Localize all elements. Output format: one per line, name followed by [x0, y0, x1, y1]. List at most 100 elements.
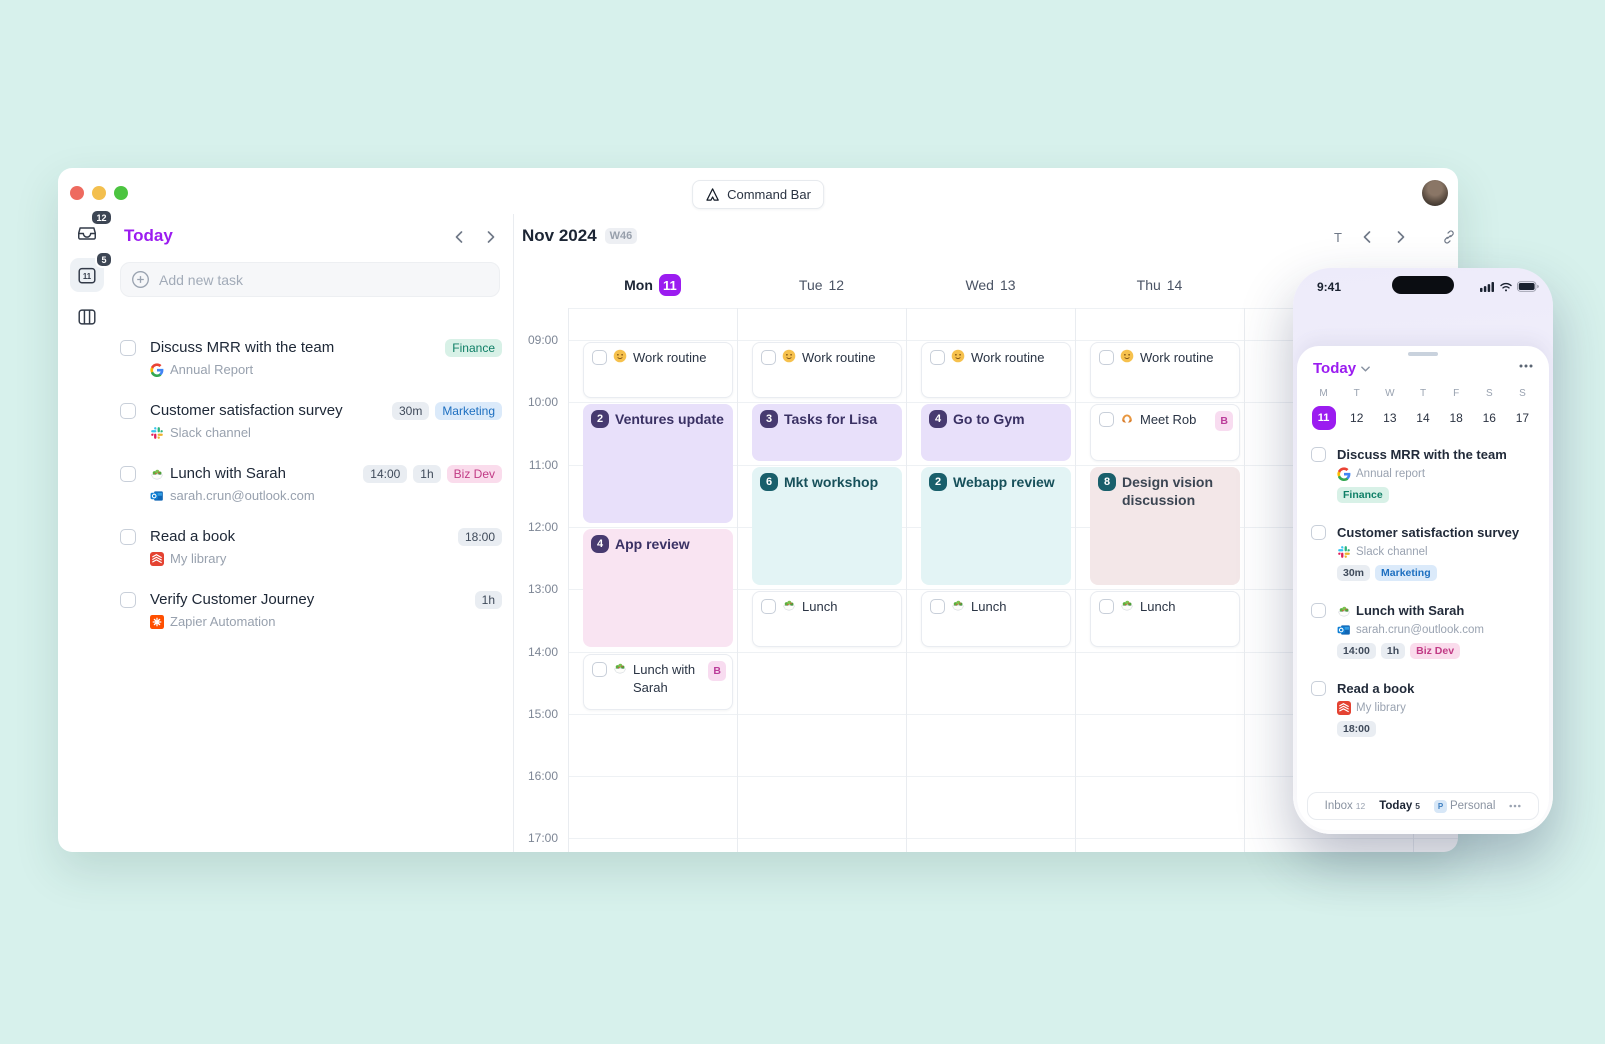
task-checkbox[interactable] — [1311, 525, 1326, 540]
event-checkbox[interactable] — [761, 350, 776, 365]
sidebar-item-inbox[interactable]: 12 — [70, 211, 111, 250]
task-row[interactable]: Verify Customer Journey 1h Zapier Automati… — [120, 590, 502, 653]
event-go-to-gym[interactable]: 4 Go to Gym — [921, 404, 1071, 461]
event-ventures-update[interactable]: 2 Ventures update — [583, 404, 733, 523]
event-title: Lunch — [1140, 599, 1176, 615]
task-checkbox[interactable] — [120, 592, 136, 608]
event-work-routine[interactable]: Work routine — [921, 342, 1071, 399]
event-tasks-for-lisa[interactable]: 3 Tasks for Lisa — [752, 404, 902, 461]
task-checkbox[interactable] — [120, 403, 136, 419]
event-title: Lunch with Sarah — [633, 661, 696, 695]
event-meet-rob[interactable]: Meet Rob B — [1090, 404, 1240, 461]
minimize-window-button[interactable] — [92, 186, 106, 200]
event-work-routine[interactable]: Work routine — [752, 342, 902, 399]
event-lunch[interactable]: Lunch — [752, 591, 902, 648]
event-lunch[interactable]: Lunch — [1090, 591, 1240, 648]
event-checkbox[interactable] — [761, 599, 776, 615]
sheet-drag-handle[interactable] — [1408, 352, 1438, 356]
event-mkt-workshop[interactable]: 6 Mkt workshop — [752, 466, 902, 586]
prev-week-button[interactable] — [1358, 228, 1376, 246]
badge-18-00: 18:00 — [457, 528, 502, 546]
phone-tab-personal[interactable]: P Personal — [1433, 799, 1495, 813]
day-header-thu[interactable]: Thu 14 — [1075, 272, 1244, 298]
task-row[interactable]: Customer satisfaction survey 30m Marketing… — [120, 401, 502, 464]
day-header-tue[interactable]: Tue 12 — [737, 272, 906, 298]
phone-week-day-label: M — [1319, 388, 1328, 399]
task-title: Discuss MRR with the team — [150, 338, 502, 358]
phone-week-date[interactable]: 11 — [1311, 406, 1336, 430]
phone-task-badges: 14:00 1h Biz Dev — [1337, 643, 1537, 659]
today-shortcut-button[interactable]: T — [1334, 229, 1342, 245]
day-number: 11 — [658, 274, 681, 296]
phone-task-title-text: Read a book — [1337, 681, 1415, 696]
close-window-button[interactable] — [70, 186, 84, 200]
task-checkbox[interactable] — [120, 529, 136, 545]
user-avatar[interactable] — [1422, 180, 1448, 206]
day-header-wed[interactable]: Wed 13 — [906, 272, 1075, 298]
task-checkbox[interactable] — [1311, 603, 1326, 618]
hour-label: 11:00 — [528, 457, 558, 472]
chevron-down-icon — [1361, 365, 1370, 372]
svg-text:11: 11 — [83, 272, 92, 281]
phone-tab-inbox[interactable]: Inbox 12 — [1325, 800, 1366, 812]
phone-tab-count: 12 — [1355, 801, 1366, 811]
next-day-button[interactable] — [482, 228, 500, 246]
event-head: 4 Go to Gym — [929, 410, 1063, 429]
phone-task-title-text: Lunch with Sarah — [1356, 603, 1465, 618]
event-design-vision-discussion[interactable]: 8 Design vision discussion — [1090, 466, 1240, 586]
event-checkbox[interactable] — [1099, 350, 1114, 365]
phone-task-title: Lunch with Sarah — [1337, 602, 1537, 619]
task-checkbox[interactable] — [120, 340, 136, 356]
event-work-routine[interactable]: Work routine — [1090, 342, 1240, 399]
task-checkbox[interactable] — [120, 466, 136, 482]
phone-view-selector[interactable]: Today — [1313, 360, 1370, 377]
phone-tab-today[interactable]: Today 5 — [1379, 800, 1420, 812]
task-source-text: Zapier Automation — [170, 614, 276, 629]
event-title: Work routine — [971, 350, 1045, 365]
task-row[interactable]: Discuss MRR with the team Finance Annual R… — [120, 338, 502, 401]
event-checkbox[interactable] — [592, 661, 607, 677]
phone-week-date[interactable]: 13 — [1383, 411, 1397, 425]
phone-week-date[interactable]: 18 — [1449, 411, 1463, 425]
event-checkbox[interactable] — [592, 350, 607, 365]
phone-task-row[interactable]: Discuss MRR with the team Annual report Fi… — [1311, 446, 1537, 524]
task-title: Read a book — [150, 527, 502, 547]
phone-week-date[interactable]: 12 — [1350, 411, 1364, 425]
task-checkbox[interactable] — [1311, 447, 1326, 462]
next-week-button[interactable] — [1392, 228, 1410, 246]
more-options-button[interactable] — [1519, 364, 1533, 368]
event-webapp-review[interactable]: 2 Webapp review — [921, 466, 1071, 586]
phone-task-row[interactable]: Customer satisfaction survey Slack channe… — [1311, 524, 1537, 602]
event-title: App review — [615, 535, 690, 552]
command-bar-button[interactable]: Command Bar — [692, 180, 824, 209]
phone-week-date[interactable]: 14 — [1416, 411, 1430, 425]
phone-tab-more[interactable] — [1509, 804, 1521, 808]
task-row[interactable]: Read a book 18:00 My library — [120, 527, 502, 590]
event-head: 6 Mkt workshop — [760, 472, 894, 491]
sidebar-item-board[interactable] — [70, 300, 104, 334]
phone-week-date[interactable]: 16 — [1482, 411, 1496, 425]
calendar-month-label: Nov 2024 — [522, 226, 597, 245]
task-row[interactable]: Lunch with Sarah 14:00 1h Biz Dev sarah.crun… — [120, 464, 502, 527]
event-lunch-with-sarah[interactable]: Lunch with Sarah B — [583, 653, 733, 710]
plus-circle-icon — [131, 270, 150, 289]
link-icon[interactable] — [1440, 228, 1458, 246]
event-checkbox[interactable] — [1099, 412, 1114, 428]
event-checkbox[interactable] — [930, 350, 945, 365]
event-checkbox[interactable] — [930, 599, 945, 615]
event-head: 4 App review — [591, 534, 725, 553]
day-header-mon[interactable]: Mon 11 — [568, 272, 737, 298]
event-checkbox[interactable] — [1099, 599, 1114, 615]
phone-week-date[interactable]: 17 — [1515, 411, 1530, 425]
event-lunch[interactable]: Lunch — [921, 591, 1071, 648]
phone-task-row[interactable]: Read a book My library 18:00 — [1311, 680, 1537, 758]
task-checkbox[interactable] — [1311, 681, 1326, 696]
event-app-review[interactable]: 4 App review — [583, 528, 733, 648]
phone-task-row[interactable]: Lunch with Sarah sarah.crun@outlook.com 14… — [1311, 602, 1537, 680]
badge-marketing: Marketing — [1375, 565, 1437, 581]
add-task-input[interactable] — [120, 262, 500, 297]
sidebar-item-calendar[interactable]: 11 5 — [70, 253, 111, 292]
zoom-window-button[interactable] — [114, 186, 128, 200]
event-work-routine[interactable]: Work routine — [583, 342, 733, 399]
prev-day-button[interactable] — [450, 228, 468, 246]
